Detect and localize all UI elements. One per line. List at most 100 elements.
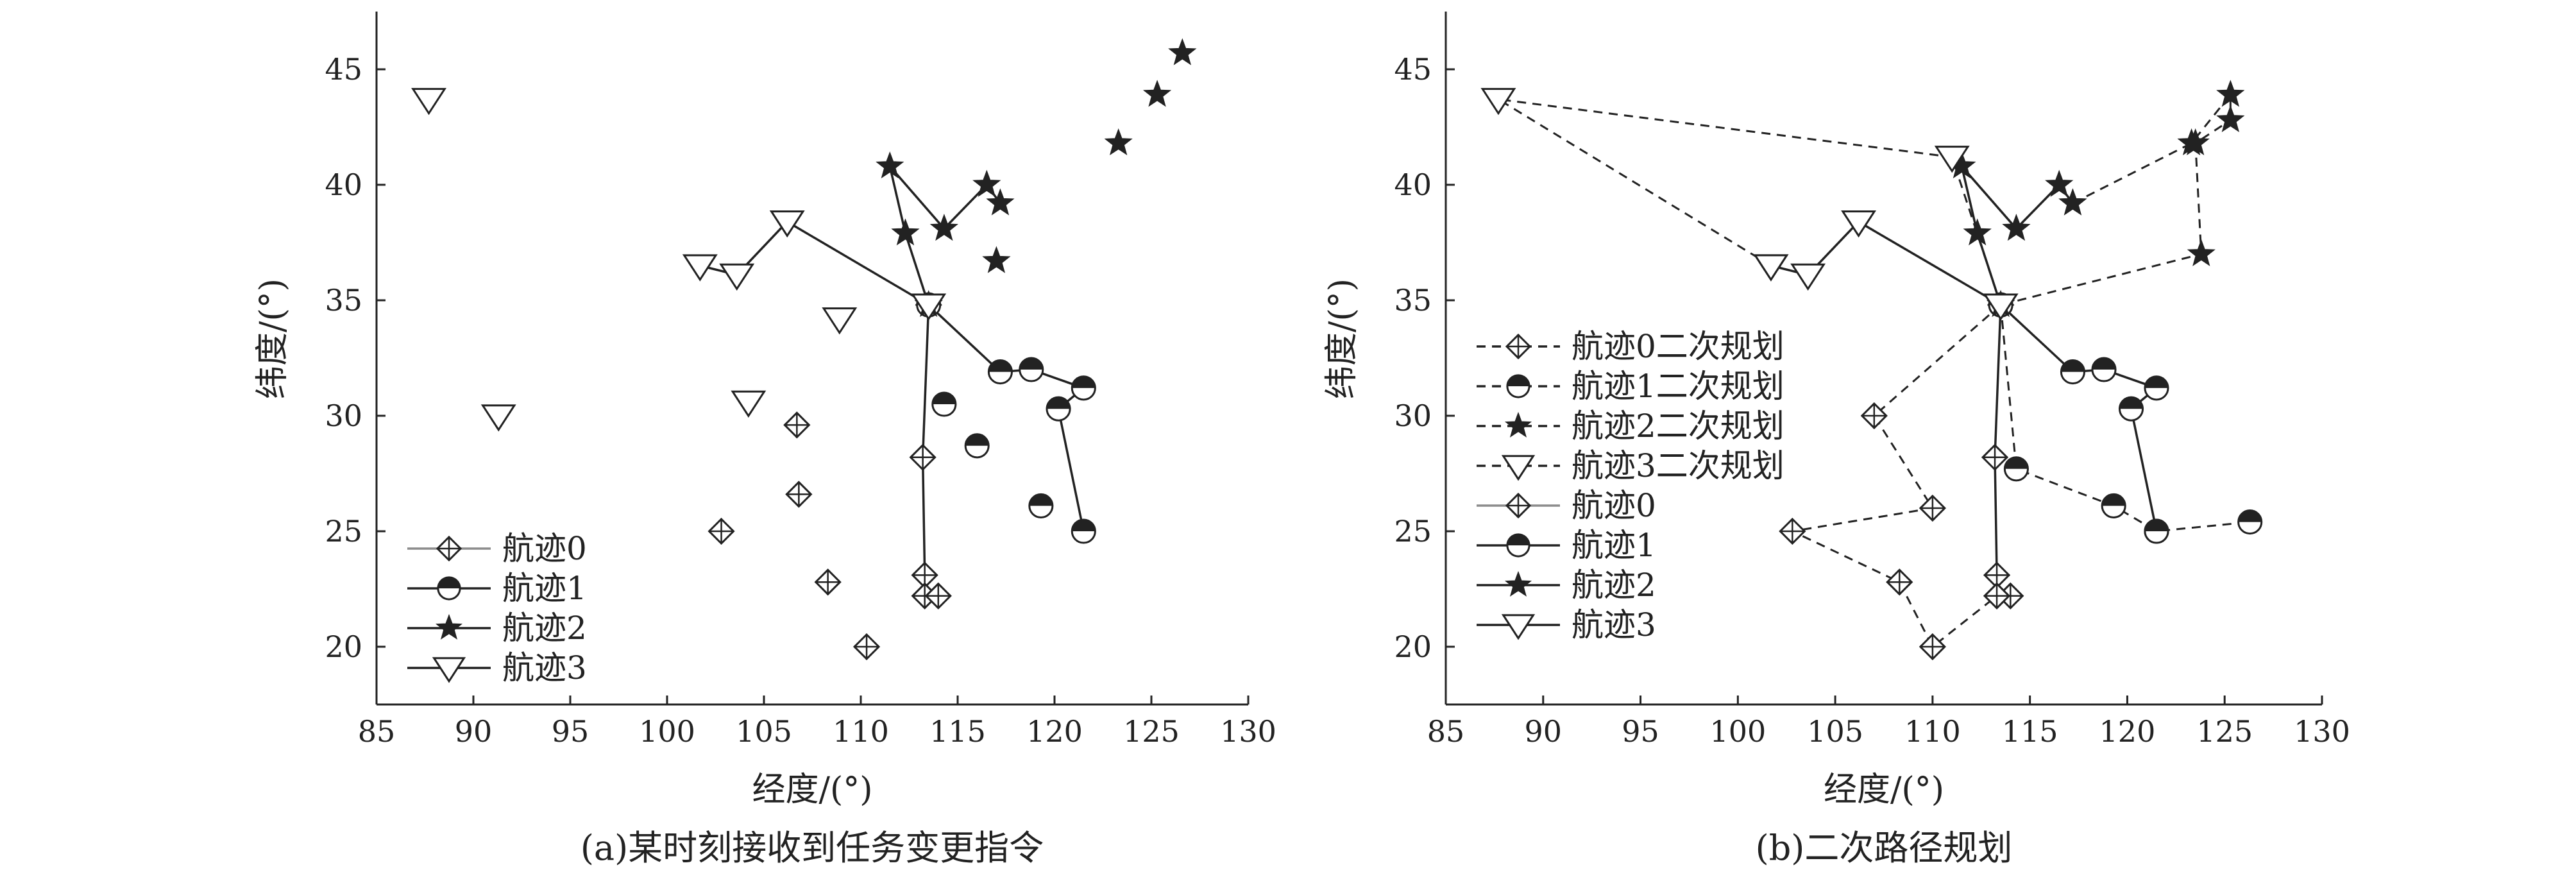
point-track1-1 — [987, 359, 1013, 385]
x-tick-label: 95 — [552, 714, 589, 749]
point-track2-1 — [1963, 218, 1992, 246]
x-tick-label: 115 — [2002, 714, 2058, 749]
point-track2-replan-3 — [2216, 105, 2245, 133]
y-tick-label: 40 — [1394, 167, 1432, 202]
series-line-track1 — [928, 303, 1086, 532]
point-track2-5 — [986, 188, 1015, 216]
point-track3-unvisited-1 — [480, 404, 516, 432]
series-line-track1 — [1999, 303, 2159, 532]
point-track1-1 — [2060, 359, 2085, 385]
point-track2-unvisited-1 — [1104, 128, 1133, 156]
point-track0-1 — [1981, 443, 2009, 471]
legend-label: 航迹2 — [502, 610, 587, 647]
y-tick-label: 45 — [325, 52, 362, 87]
legend-label: 航迹3 — [1572, 606, 1656, 644]
x-tick-label: 105 — [1807, 714, 1863, 749]
point-track2-3 — [929, 214, 958, 241]
y-tick-label: 25 — [325, 514, 362, 549]
point-track1-replan-1 — [2003, 456, 2029, 482]
series-line-track3-replan — [1498, 98, 2002, 305]
x-axis-label: 经度/(°) — [752, 771, 872, 809]
x-tick-label: 125 — [1123, 714, 1180, 749]
point-track0-2 — [1983, 561, 2011, 589]
x-tick-label: 95 — [1622, 714, 1659, 749]
x-tick-label: 100 — [639, 714, 695, 749]
x-tick-label: 115 — [929, 714, 986, 749]
legend-marker — [1501, 614, 1536, 640]
legend-label: 航迹3 — [502, 649, 587, 687]
legend-item-2: 航迹2 — [407, 610, 587, 647]
point-track3-replan-3 — [1753, 254, 1789, 282]
point-track3-0 — [911, 293, 947, 321]
x-tick-label: 105 — [736, 714, 792, 749]
point-track2-unvisited-3 — [1168, 38, 1197, 65]
y-tick-label: 30 — [1394, 398, 1432, 433]
point-track1-5 — [1071, 518, 1096, 544]
point-track0-replan-1 — [1860, 402, 1888, 430]
legend-label: 航迹0 — [1572, 487, 1656, 524]
point-track3-2 — [719, 263, 755, 291]
legend-label: 航迹1二次规划 — [1572, 368, 1784, 405]
series-line-track2-replan — [2000, 92, 2232, 306]
point-track3-1 — [769, 210, 805, 238]
legend-marker — [1504, 570, 1532, 597]
legend-label: 航迹2 — [1572, 567, 1656, 604]
legend-item-2: 航迹2二次规划 — [1477, 407, 1784, 445]
chart-panel-a: 85 90 95 100 105 110 115 120 125 130 20 25 30 35 40 45 经… — [253, 12, 1276, 868]
x-tick-label: 110 — [1904, 714, 1961, 749]
legend-item-5: 航迹1 — [1477, 527, 1656, 564]
point-track3-unvisited-0 — [411, 88, 447, 115]
y-tick-label: 45 — [1394, 52, 1432, 87]
point-track0-unvisited-4 — [852, 633, 881, 661]
chart-panel-b: 85 90 95 100 105 110 115 120 125 130 20 25 30 35 40 45 经… — [1323, 12, 2350, 868]
point-track2-2 — [876, 151, 904, 179]
y-axis-label: 纬度/(°) — [1323, 278, 1361, 399]
point-track2-replan-2 — [2216, 80, 2245, 107]
legend-label: 航迹0 — [502, 530, 587, 567]
point-track3-3 — [682, 254, 718, 282]
point-track1-3 — [1071, 375, 1096, 401]
series-line-track0-replan — [1789, 304, 2002, 649]
x-tick-label: 85 — [1427, 714, 1465, 749]
point-track3-replan-2 — [1480, 88, 1516, 115]
point-track2-unvisited-0 — [982, 246, 1011, 273]
x-tick-label: 90 — [455, 714, 493, 749]
y-tick-label: 25 — [1394, 514, 1432, 549]
point-track3-1 — [1841, 210, 1877, 238]
legend-item-0: 航迹0二次规划 — [1477, 328, 1784, 365]
point-track1-2 — [1019, 357, 1044, 382]
point-track0-replan-3 — [1779, 517, 1806, 545]
y-tick-label: 35 — [325, 283, 362, 318]
legend-marker — [1505, 333, 1532, 360]
legend-item-0: 航迹0 — [407, 530, 587, 567]
legend-label: 航迹3二次规划 — [1572, 447, 1784, 484]
x-tick-label: 90 — [1525, 714, 1563, 749]
legend-marker — [1504, 411, 1532, 438]
x-tick-label: 130 — [1220, 714, 1276, 749]
point-track0-4 — [924, 582, 952, 610]
legend-label: 航迹1 — [1572, 527, 1656, 564]
y-tick-label: 35 — [1394, 283, 1432, 318]
legend-item-1: 航迹1 — [407, 570, 587, 607]
legend-label: 航迹2二次规划 — [1572, 407, 1784, 445]
legend-marker — [1506, 374, 1530, 398]
legend-marker — [432, 657, 466, 683]
legend-marker — [1505, 492, 1532, 519]
point-track3-replan-1 — [1934, 146, 1970, 173]
y-tick-label: 30 — [325, 398, 362, 433]
x-tick-label: 120 — [1026, 714, 1083, 749]
point-track1-replan-2 — [2101, 493, 2126, 518]
point-track0-replan-5 — [1919, 633, 1947, 661]
point-track2-3 — [2002, 214, 2031, 241]
point-track0-unvisited-3 — [814, 568, 842, 596]
point-track2-replan-4 — [2181, 128, 2210, 156]
x-tick-label: 125 — [2196, 714, 2253, 749]
legend-item-7: 航迹3 — [1477, 606, 1656, 644]
point-track0-replan-2 — [1919, 494, 1947, 522]
point-track2-4 — [972, 169, 1001, 197]
series-line-track3 — [699, 220, 929, 306]
legend-label: 航迹1 — [502, 570, 587, 607]
point-track2-replan-0 — [2058, 188, 2087, 216]
